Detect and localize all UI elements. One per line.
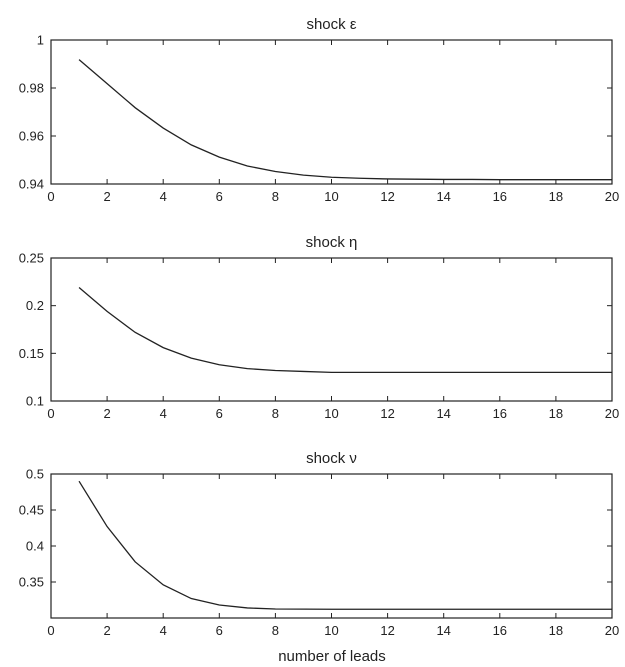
x-tick-label: 16 [493, 189, 507, 204]
x-tick-label: 16 [493, 406, 507, 421]
x-tick-label: 12 [380, 189, 394, 204]
panel-1: shock ε 0 2 4 6 8 10 12 14 16 18 20 0.94 0.96 0.98 1 [19, 16, 620, 204]
x-tick-label: 20 [605, 189, 619, 204]
x-tick-label: 8 [272, 189, 279, 204]
x-tick-label: 6 [216, 406, 223, 421]
y-tick-label: 0.25 [19, 251, 44, 266]
y-tick-label: 0.1 [26, 394, 44, 409]
panel-3-series-line [78, 480, 612, 610]
panel-1-title: shock ε [306, 16, 356, 33]
x-tick-label: 18 [549, 189, 563, 204]
x-tick-label: 14 [436, 406, 450, 421]
x-tick-label: 2 [103, 406, 110, 421]
x-tick-label: 6 [216, 189, 223, 204]
panel-3-title: shock ν [306, 450, 357, 467]
figure-xlabel: number of leads [278, 648, 386, 665]
subplot-panels: shock ε0 2 4 6 8 10 12 14 16 18 200.940.960.981sho… [19, 16, 620, 638]
x-tick-label: 10 [324, 406, 338, 421]
y-tick-label: 0.45 [19, 503, 44, 518]
y-tick-label: 0.15 [19, 346, 44, 361]
x-tick-label: 4 [160, 189, 167, 204]
x-tick-label: 20 [605, 406, 619, 421]
x-tick-label: 20 [605, 623, 619, 638]
y-tick-label: 0.35 [19, 575, 44, 590]
x-tick-label: 4 [160, 623, 167, 638]
x-tick-label: 10 [324, 189, 338, 204]
x-tick-label: 6 [216, 623, 223, 638]
panel-2: shock η 0 2 4 6 8 10 12 14 16 18 20 0.1 0.15 0.2 0.25 [19, 234, 620, 421]
x-tick-label: 12 [380, 406, 394, 421]
y-tick-label: 1 [37, 33, 44, 48]
y-tick-label: 0.98 [19, 81, 44, 96]
panel-1-series-line [78, 59, 612, 181]
y-tick-label: 0.4 [26, 539, 44, 554]
x-tick-label: 2 [103, 623, 110, 638]
y-tick-label: 0.96 [19, 129, 44, 144]
x-tick-label: 4 [160, 406, 167, 421]
panel-3: shock ν 0 2 4 6 8 10 12 14 16 18 20 0.35 0.4 0.45 0.5 [19, 450, 620, 638]
x-tick-label: 12 [380, 623, 394, 638]
x-tick-label: 8 [272, 623, 279, 638]
x-tick-label: 0 [47, 406, 54, 421]
x-tick-label: 0 [47, 189, 54, 204]
panel-1-axes-frame [50, 39, 613, 185]
panel-2-title: shock η [306, 234, 358, 251]
y-tick-label: 0.94 [19, 177, 44, 192]
x-tick-label: 18 [549, 623, 563, 638]
x-tick-label: 8 [272, 406, 279, 421]
y-tick-label: 0.5 [26, 467, 44, 482]
x-tick-label: 14 [436, 623, 450, 638]
x-tick-label: 16 [493, 623, 507, 638]
x-tick-label: 18 [549, 406, 563, 421]
x-tick-label: 10 [324, 623, 338, 638]
x-tick-label: 2 [103, 189, 110, 204]
x-tick-label: 14 [436, 189, 450, 204]
panel-2-axes-frame [50, 257, 613, 402]
panel-3-axes-frame [50, 473, 613, 619]
y-tick-label: 0.2 [26, 298, 44, 313]
panel-2-series-line [78, 287, 612, 374]
x-tick-label: 0 [47, 623, 54, 638]
